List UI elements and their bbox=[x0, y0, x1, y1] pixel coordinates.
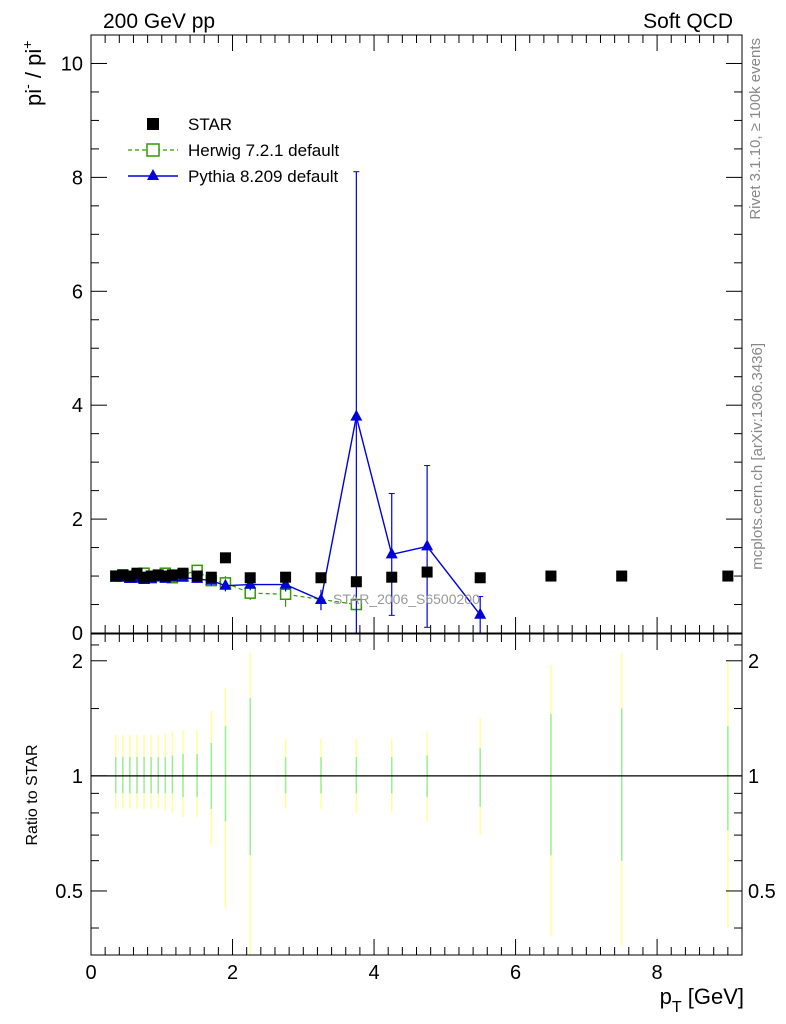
star-point bbox=[545, 570, 557, 582]
star-point bbox=[138, 571, 150, 583]
star-point bbox=[191, 570, 203, 582]
x-tick-label: 0 bbox=[85, 962, 96, 984]
star-point bbox=[474, 572, 486, 584]
main-y-tick-label: 6 bbox=[72, 281, 83, 303]
star-point bbox=[110, 570, 122, 582]
ratio-axes: 0.5 0.5 1 1 2 2 0 2 4 6 8 bbox=[55, 634, 776, 984]
legend-star-marker bbox=[147, 118, 159, 130]
star-point bbox=[421, 566, 433, 578]
star-point bbox=[177, 567, 189, 579]
ratio-panel: 0.5 0.5 1 1 2 2 0 2 4 6 8 Ratio to STAR pT [GeV] bbox=[24, 633, 776, 1016]
header-left-label: 200 GeV pp bbox=[103, 10, 215, 33]
pythia-point bbox=[219, 578, 232, 590]
pythia-point bbox=[474, 607, 487, 619]
pythia-point bbox=[421, 539, 434, 551]
main-y-axis-label: pi- / pi+ bbox=[19, 41, 46, 106]
legend-label: Herwig 7.2.1 default bbox=[188, 141, 339, 160]
analysis-label: STAR_2006_S6500200 bbox=[333, 591, 480, 607]
x-tick-label: 8 bbox=[652, 962, 663, 984]
pythia-point bbox=[279, 577, 292, 589]
pythia-point bbox=[314, 592, 327, 604]
star-point bbox=[166, 569, 178, 581]
star-point bbox=[219, 552, 231, 564]
header-right-label: Soft QCD bbox=[643, 10, 733, 33]
star-point bbox=[124, 570, 136, 582]
main-y-tick-label: 2 bbox=[72, 509, 83, 531]
star-point bbox=[152, 569, 164, 581]
star-point bbox=[205, 571, 217, 583]
ratio-y-tick-label: 1 bbox=[72, 766, 83, 788]
star-point bbox=[131, 567, 143, 579]
main-y-tick-label: 10 bbox=[61, 53, 83, 75]
x-tick-label: 4 bbox=[368, 962, 379, 984]
legend-pythia-marker bbox=[147, 169, 159, 180]
star-point bbox=[159, 570, 171, 582]
pythia-point bbox=[385, 547, 398, 559]
legend-herwig-marker bbox=[146, 143, 160, 157]
pythia-line bbox=[115, 416, 481, 616]
main-panel: 0 2 4 6 8 10 STAR_2006_S6500200 pi- / pi+ STA… bbox=[19, 34, 743, 645]
ratio-y-axis-label: Ratio to STAR bbox=[24, 744, 41, 845]
main-y-tick-label: 4 bbox=[72, 395, 83, 417]
main-y-tick-label: 8 bbox=[72, 167, 83, 189]
pythia-point bbox=[350, 409, 363, 421]
x-tick-label: 2 bbox=[227, 962, 238, 984]
x-axis-label: pT [GeV] bbox=[660, 984, 744, 1016]
star-point bbox=[386, 571, 398, 583]
star-point bbox=[244, 572, 256, 584]
ratio-y-tick-label-right: 0.5 bbox=[748, 881, 776, 903]
ratio-y-tick-label: 2 bbox=[72, 651, 83, 673]
star-point bbox=[722, 570, 734, 582]
star-point bbox=[117, 569, 129, 581]
ratio-frame bbox=[90, 633, 743, 956]
star-point bbox=[280, 571, 292, 583]
ratio-y-tick-label: 0.5 bbox=[55, 881, 83, 903]
legend: STAR Herwig 7.2.1 default Pythia 8.209 def… bbox=[128, 115, 339, 186]
star-point bbox=[616, 570, 628, 582]
mcplots-credit-label: mcplots.cern.ch [arXiv:1306.3436] bbox=[749, 343, 766, 570]
ratio-y-tick-label-right: 2 bbox=[748, 651, 759, 673]
main-axes: 0 2 4 6 8 10 bbox=[61, 34, 743, 645]
rivet-version-label: Rivet 3.1.10, ≥ 100k events bbox=[747, 38, 764, 220]
legend-label: Pythia 8.209 default bbox=[188, 167, 339, 186]
star-point bbox=[350, 576, 362, 588]
star-point bbox=[145, 570, 157, 582]
legend-label: STAR bbox=[188, 115, 232, 134]
ratio-bands bbox=[91, 652, 742, 955]
x-tick-label: 6 bbox=[510, 962, 521, 984]
main-y-tick-label: 0 bbox=[72, 623, 83, 645]
ratio-y-tick-label-right: 1 bbox=[748, 766, 759, 788]
star-point bbox=[315, 572, 327, 584]
